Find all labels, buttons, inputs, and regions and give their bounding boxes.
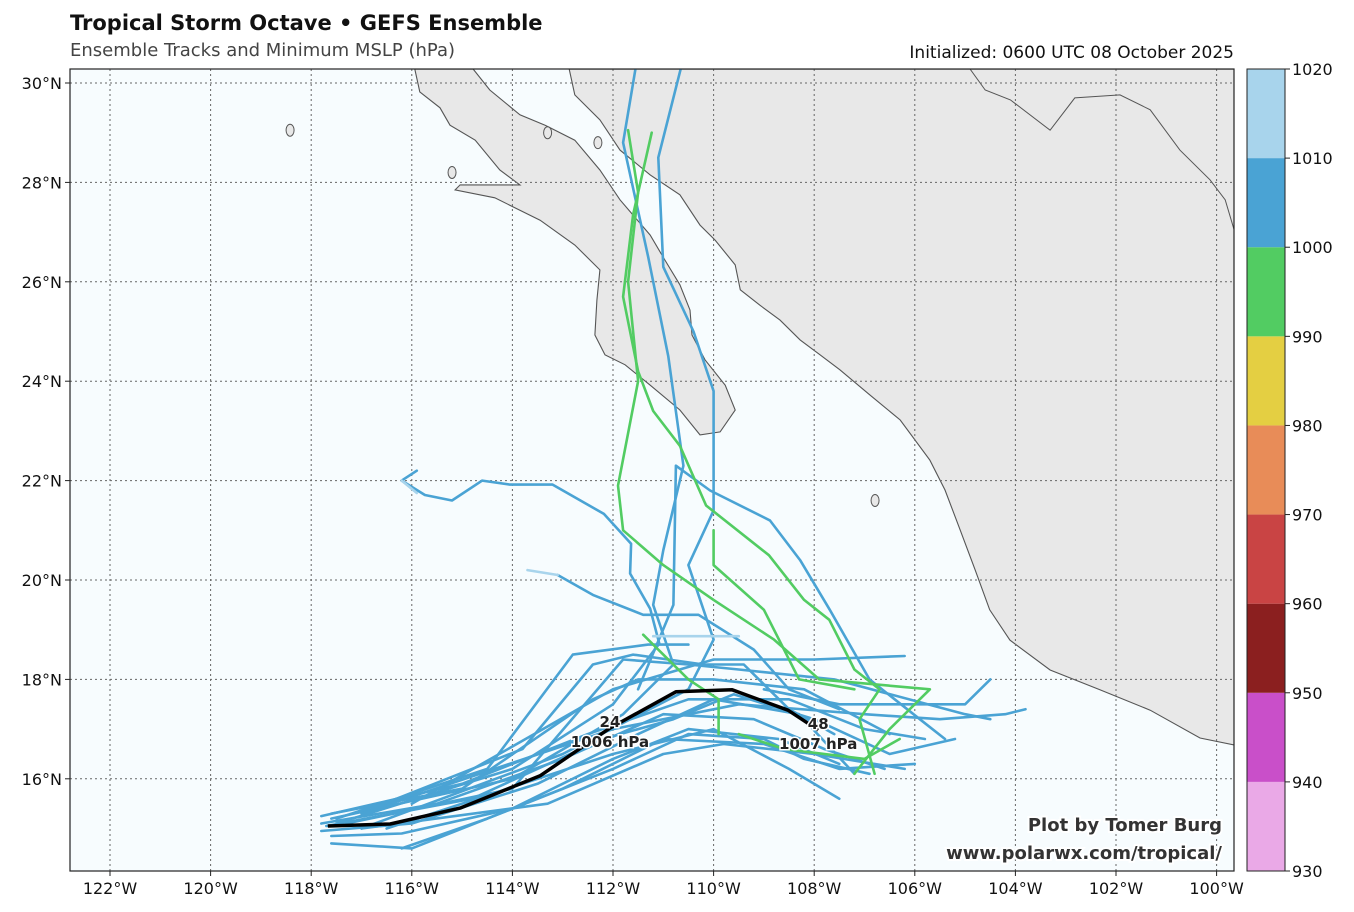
colorbar-tick-label: 930 — [1292, 862, 1323, 881]
colorbar-tick-label: 940 — [1292, 773, 1323, 792]
ensemble-track — [737, 732, 902, 761]
colorbar-bin — [1247, 247, 1285, 337]
credit-url: www.polarwx.com/tropical/ — [946, 843, 1222, 864]
ensemble-track — [762, 678, 992, 706]
colorbar-bin — [1247, 69, 1285, 159]
lon-tick-label: 104°W — [988, 879, 1043, 898]
ensemble-track — [329, 678, 891, 815]
island — [285, 123, 295, 137]
island — [593, 136, 603, 150]
baja-california — [414, 69, 736, 436]
ensemble-track — [636, 464, 947, 741]
ensemble-track — [400, 479, 419, 495]
mslp-label: 1006 hPa — [571, 733, 649, 751]
colorbar-bin — [1247, 603, 1285, 693]
axis-ticks: 122°W 120°W 118°W 116°W 114°W 112°W 110°W 108°W… — [22, 74, 1244, 898]
colorbar-tick-label: 1000 — [1292, 238, 1333, 257]
colorbar-tick-label: 990 — [1292, 327, 1323, 346]
ensemble-track — [335, 643, 690, 820]
island — [543, 126, 553, 140]
forecast-hour-label: 48 — [808, 715, 829, 733]
lon-tick-label: 102°W — [1089, 879, 1144, 898]
lat-tick-label: 30°N — [22, 74, 62, 93]
colorbar-tick-label: 960 — [1292, 595, 1323, 614]
colorbar-bin — [1247, 425, 1285, 515]
lon-tick-label: 120°W — [183, 879, 238, 898]
forecast-hour-label: 24 — [600, 713, 621, 731]
mslp-label: 1007 hPa — [779, 735, 857, 753]
initialized-time: Initialized: 0600 UTC 08 October 2025 — [909, 43, 1234, 63]
lat-tick-label: 26°N — [22, 273, 62, 292]
land-layer — [285, 69, 1234, 746]
lon-tick-label: 110°W — [686, 879, 741, 898]
colorbar-tick-label: 970 — [1292, 506, 1323, 525]
credit-author: Plot by Tomer Burg — [1028, 815, 1222, 836]
lon-tick-label: 100°W — [1189, 879, 1244, 898]
mainland-mexico — [568, 69, 1234, 746]
island — [447, 165, 457, 179]
colorbar-bin — [1247, 336, 1285, 426]
figure-subtitle: Ensemble Tracks and Minimum MSLP (hPa) — [70, 40, 455, 61]
ensemble-track — [345, 658, 992, 825]
ensemble-track — [621, 131, 881, 776]
lat-tick-label: 28°N — [22, 173, 62, 192]
ensemble-track — [319, 697, 927, 818]
colorbar-tick-label: 980 — [1292, 416, 1323, 435]
lon-tick-label: 122°W — [83, 879, 138, 898]
colorbar-tick-label: 1020 — [1292, 60, 1333, 79]
ensemble-track — [616, 128, 932, 776]
lon-tick-label: 116°W — [385, 879, 440, 898]
lon-tick-label: 112°W — [586, 879, 641, 898]
lat-tick-label: 18°N — [22, 670, 62, 689]
island — [870, 493, 880, 507]
colorbar-tick-label: 950 — [1292, 684, 1323, 703]
colorbar-frame — [1246, 68, 1286, 872]
ensemble-track — [712, 528, 856, 691]
figure-title: Tropical Storm Octave • GEFS Ensemble — [70, 11, 543, 35]
lat-tick-label: 20°N — [22, 571, 62, 590]
lon-tick-label: 114°W — [485, 879, 540, 898]
lon-tick-label: 106°W — [888, 879, 943, 898]
ensemble-tracks — [319, 69, 1027, 850]
mslp-colorbar: 930 940 950 960 970 980 990 1000 1010 1020 — [1246, 60, 1333, 881]
lon-tick-label: 108°W — [787, 879, 842, 898]
map-frame — [69, 68, 1235, 872]
ensemble-track — [556, 573, 841, 711]
border-line — [969, 69, 1234, 231]
ensemble-mean-track: 24 1006 hPa 48 1007 hPa — [327, 688, 859, 828]
colorbar-tick-label: 1010 — [1292, 149, 1333, 168]
lat-tick-label: 22°N — [22, 472, 62, 491]
colorbar-bin — [1247, 158, 1285, 248]
mean-track-line — [327, 688, 820, 828]
lat-tick-label: 24°N — [22, 372, 62, 391]
ensemble-track — [329, 727, 841, 838]
lat-tick-label: 16°N — [22, 770, 62, 789]
colorbar-bin — [1247, 514, 1285, 604]
ensemble-track — [410, 654, 907, 806]
ensemble-track — [526, 568, 560, 577]
ensemble-track — [360, 702, 1027, 815]
ensemble-track — [400, 732, 871, 850]
ensemble-track — [385, 727, 841, 830]
colorbar-bin — [1247, 781, 1285, 871]
lon-tick-label: 118°W — [284, 879, 339, 898]
ensemble-track — [360, 742, 907, 830]
colorbar-bin — [1247, 692, 1285, 782]
ensemble-track — [324, 692, 957, 828]
